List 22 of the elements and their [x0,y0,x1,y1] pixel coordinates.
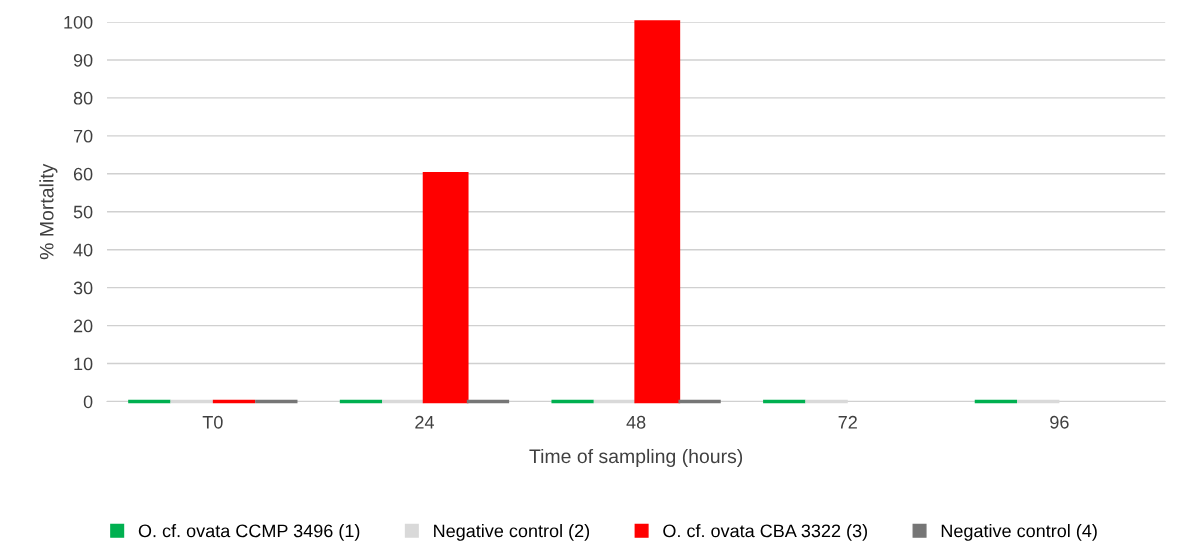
y-tick-label: 20 [73,319,93,333]
x-tick-label: 24 [415,415,434,429]
y-axis-title: % Mortality [39,163,58,260]
y-tick-label: 50 [73,205,93,219]
y-tick-label: 80 [73,91,93,105]
y-tick-label: 40 [73,243,93,257]
legend-label: O. cf. ovata CBA 3322 (3) [663,524,867,541]
x-tick-label: T0 [202,415,223,429]
legend-label: O. cf. ovata CCMP 3496 (1) [138,524,360,541]
x-tick-label: 48 [626,415,646,429]
y-tick-label: 70 [73,129,93,143]
x-axis-title: Time of sampling (hours) [529,448,743,468]
x-tick-label: 96 [1050,415,1069,429]
y-tick-label: 0 [83,395,93,409]
x-tick-label: 72 [838,415,857,429]
y-tick-label: 10 [74,357,93,371]
legend-label: Negative control (2) [434,524,590,541]
y-tick-label: 100 [64,15,93,29]
legend-label: Negative control (4) [941,524,1097,541]
y-tick-label: 90 [73,53,93,67]
y-tick-label: 60 [73,167,93,181]
y-tick-label: 30 [73,281,93,295]
